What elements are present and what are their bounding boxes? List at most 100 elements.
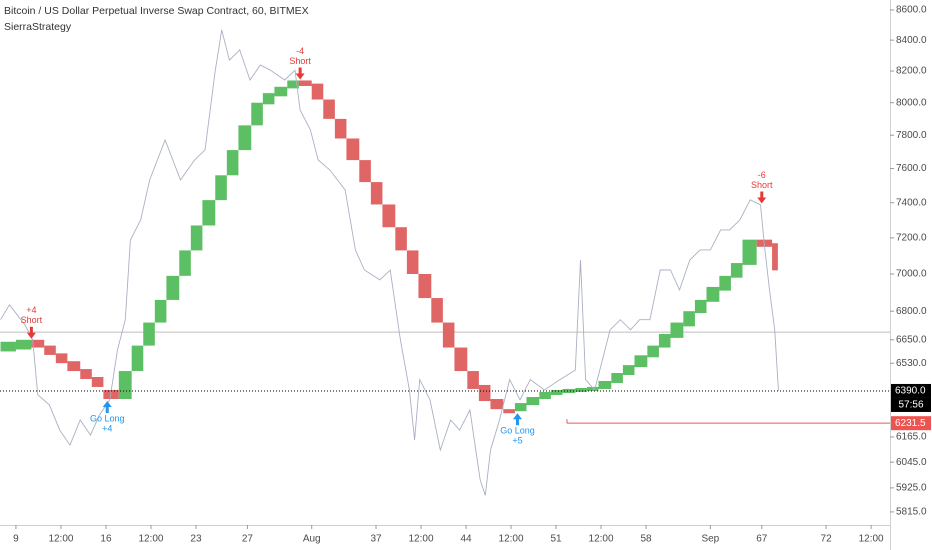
x-tick-label: 27 [242, 534, 254, 545]
price-label-box [891, 383, 931, 398]
countdown: 57:56 [898, 400, 923, 411]
signal-arrow [102, 401, 112, 414]
signal-label: Short [21, 315, 43, 325]
renko-brick [562, 388, 576, 393]
renko-brick [251, 102, 263, 126]
x-tick-label: 12:00 [138, 534, 163, 545]
signal-count: -6 [758, 170, 766, 180]
x-tick-label: 44 [460, 534, 472, 545]
y-tick-label: 5815.0 [896, 507, 927, 518]
renko-brick [359, 160, 371, 183]
renko-brick [442, 322, 455, 348]
y-tick-label: 8200.0 [896, 66, 927, 77]
signal-arrow [757, 191, 767, 204]
price-line [0, 29, 779, 496]
renko-brick [311, 83, 324, 100]
renko-brick [346, 138, 360, 161]
renko-brick [262, 93, 275, 105]
renko-brick [503, 409, 515, 414]
renko-brick [31, 339, 45, 348]
renko-brick [539, 391, 551, 400]
y-tick-label: 7000.0 [896, 269, 927, 280]
chart-title: Bitcoin / US Dollar Perpetual Inverse Sw… [4, 5, 309, 17]
signal-label: Go Long [90, 413, 125, 423]
renko-brick [202, 200, 216, 226]
renko-brick [334, 118, 347, 139]
x-tick-label: 12:00 [409, 534, 434, 545]
price-label: 6231.5 [895, 418, 926, 429]
renko-brick [215, 175, 227, 201]
renko-brick [44, 345, 56, 355]
x-tick-label: 72 [821, 534, 833, 545]
signal-arrow [512, 413, 522, 426]
signal-label: Go Long [500, 426, 535, 436]
renko-brick [166, 275, 180, 300]
renko-brick [478, 384, 491, 402]
renko-brick [694, 299, 707, 314]
renko-brick [298, 80, 312, 86]
x-tick-label: 12:00 [48, 534, 73, 545]
renko-brick [287, 80, 299, 89]
x-tick-label: 12:00 [859, 534, 884, 545]
renko-brick [80, 369, 92, 379]
y-tick-label: 6800.0 [896, 306, 927, 317]
signal-arrow [26, 326, 36, 339]
renko-brick [418, 274, 432, 299]
renko-brick [323, 99, 335, 119]
renko-brick [647, 345, 659, 358]
x-tick-label: 23 [190, 534, 202, 545]
x-tick-label: 51 [550, 534, 562, 545]
renko-brick [431, 298, 443, 323]
renko-brick [683, 311, 695, 327]
renko-brick [67, 361, 81, 372]
renko-brick [143, 322, 155, 346]
y-tick-label: 6650.0 [896, 334, 927, 345]
renko-brick [91, 376, 104, 387]
renko-brick [526, 397, 540, 406]
y-tick-label: 6530.0 [896, 358, 927, 369]
x-tick-label: 37 [370, 534, 382, 545]
renko-brick [550, 389, 563, 395]
renko-brick [670, 322, 684, 338]
signal-count: +4 [26, 305, 36, 315]
renko-brick [598, 380, 612, 389]
signal: Short-4 [289, 46, 311, 80]
signal-label: Short [289, 56, 311, 66]
renko-brick [658, 334, 671, 348]
y-tick-label: 7600.0 [896, 163, 927, 174]
renko-brick [730, 263, 743, 278]
y-tick-label: 7800.0 [896, 130, 927, 141]
renko-brick [719, 275, 731, 291]
renko-brick [382, 204, 396, 228]
y-tick-label: 8400.0 [896, 35, 927, 46]
renko-brick [622, 365, 635, 376]
signal-label: Short [751, 180, 773, 190]
countdown-box [891, 397, 931, 412]
x-tick-label: 9 [13, 534, 19, 545]
renko-brick [15, 339, 32, 350]
renko-brick [586, 386, 599, 391]
renko-brick [0, 341, 16, 352]
renko-brick [490, 399, 504, 410]
renko-brick [238, 125, 252, 151]
renko-brick [179, 250, 191, 276]
signal-count: -4 [296, 46, 304, 56]
renko-brick [55, 353, 68, 364]
renko-brick [190, 225, 203, 251]
renko-brick [706, 286, 720, 302]
signal: Go Long+4 [90, 401, 125, 433]
renko-brick [634, 355, 648, 368]
renko-brick [226, 150, 239, 176]
signal: Short-6 [751, 170, 773, 204]
signal-arrow [295, 67, 305, 80]
signal-count: +4 [102, 423, 112, 433]
y-tick-label: 5925.0 [896, 483, 927, 494]
y-tick-label: 8600.0 [896, 5, 927, 16]
x-tick-label: 12:00 [589, 534, 614, 545]
x-tick-label: Sep [701, 534, 719, 545]
price-label-box [891, 416, 931, 431]
